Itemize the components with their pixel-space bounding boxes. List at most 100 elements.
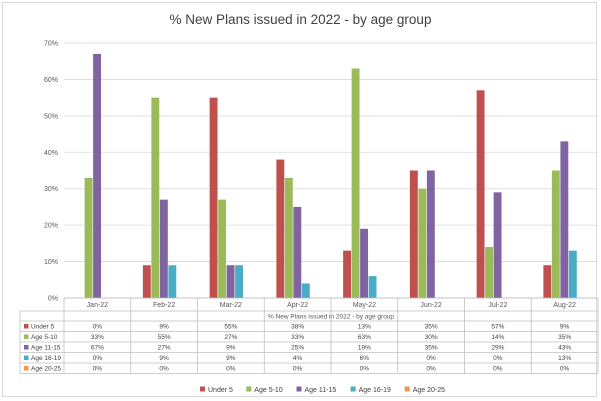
legend-swatch	[350, 386, 356, 392]
chart-title: % New Plans issued in 2022 - by age grou…	[169, 12, 432, 27]
table-cell: 55%	[224, 324, 237, 331]
table-cell: 0%	[426, 366, 436, 373]
y-tick-label: 30%	[44, 186, 58, 193]
bar	[293, 206, 302, 298]
legend-label: Age 5-10	[254, 387, 283, 394]
table-cell: 27%	[224, 334, 237, 341]
y-tick-label: 0%	[48, 296, 58, 303]
table-cell: 4%	[293, 355, 303, 362]
table-row-label: Under 5	[31, 324, 55, 331]
table-row-label: Age 16-19	[31, 355, 61, 362]
y-tick-label: 40%	[44, 150, 58, 157]
category-label: Jun-22	[420, 302, 442, 309]
bar	[351, 68, 360, 298]
table-cell: 0%	[93, 355, 103, 362]
table-cell: 55%	[158, 334, 171, 341]
bar	[343, 250, 352, 298]
y-tick-label: 20%	[44, 223, 58, 230]
bar	[226, 265, 235, 298]
table-cell: 13%	[558, 355, 571, 362]
table-row-label: Age 11-15	[31, 345, 61, 352]
table-cell: 25%	[291, 345, 304, 352]
table-cell: 6%	[360, 355, 370, 362]
legend-key	[24, 355, 29, 360]
bar	[551, 170, 560, 298]
table-cell: 57%	[491, 324, 504, 331]
table-cell: 27%	[158, 345, 171, 352]
y-tick-label: 60%	[44, 77, 58, 84]
table-cell: 0%	[93, 366, 103, 373]
table-cell: 0%	[360, 366, 370, 373]
table-cell: 38%	[291, 324, 304, 331]
legend-swatch	[296, 386, 302, 392]
table-cell: 35%	[425, 324, 438, 331]
bar	[409, 170, 418, 298]
category-label: Mar-22	[220, 302, 242, 309]
bar	[218, 199, 227, 298]
legend: Under 5 Age 5-10 Age 11-15 Age 16-19 Age 20-…	[200, 386, 445, 394]
y-tick-label: 70%	[44, 41, 58, 48]
bar	[168, 265, 177, 298]
legend-key	[24, 324, 29, 329]
category-label: Jan-22	[87, 302, 109, 309]
table-cell: 9%	[159, 355, 169, 362]
table-cell: 0%	[426, 355, 436, 362]
bar	[426, 170, 435, 298]
table-cell: 35%	[425, 345, 438, 352]
table-row-label: Age 20-25	[31, 366, 61, 373]
table-cell: 35%	[558, 334, 571, 341]
category-label: Apr-22	[287, 302, 308, 309]
legend-swatch	[404, 386, 410, 392]
bar	[159, 199, 168, 298]
table-cell: 9%	[560, 324, 570, 331]
table-cell: 0%	[493, 366, 503, 373]
bar	[493, 192, 502, 298]
bar	[235, 265, 244, 298]
bars	[84, 53, 577, 299]
category-label: Feb-22	[153, 302, 175, 309]
legend-swatch	[200, 386, 205, 392]
table-cell: 19%	[358, 345, 371, 352]
table-cell: 9%	[226, 345, 236, 352]
table-cell: 30%	[425, 334, 438, 341]
legend-swatch	[246, 386, 252, 392]
gridlines: 0% 10% 20% 30% 40% 50% 60% 70%	[44, 41, 598, 303]
table-cell: 0%	[93, 324, 103, 331]
table-cell: 13%	[358, 324, 371, 331]
table-cell: 43%	[558, 345, 571, 352]
legend-label: Age 11-15	[305, 387, 337, 394]
table-cell: 0%	[560, 366, 570, 373]
category-label: May-22	[353, 302, 376, 309]
data-table: Jan-22 Feb-22 Mar-22 Apr-22 May-22 Jun-22 Jul-…	[19, 297, 599, 374]
table-cell: 14%	[491, 334, 504, 341]
bar	[276, 159, 285, 298]
table-cell: 33%	[91, 334, 104, 341]
table-cell: 33%	[291, 334, 304, 341]
legend-key	[24, 345, 29, 350]
table-cell: 0%	[493, 355, 503, 362]
table-cell: 0%	[226, 366, 236, 373]
bar	[301, 283, 310, 298]
table-cell: 9%	[159, 324, 169, 331]
legend-key	[24, 334, 29, 339]
category-label: Jul-22	[488, 302, 507, 309]
bar	[368, 276, 377, 298]
legend-label: Under 5	[208, 387, 233, 394]
bar	[476, 90, 485, 298]
bar	[568, 250, 577, 298]
y-tick-label: 50%	[44, 113, 58, 120]
table-cell: 29%	[491, 345, 504, 352]
legend-key	[24, 366, 29, 371]
bar	[284, 177, 293, 298]
bar	[151, 97, 160, 299]
bar	[543, 265, 552, 298]
bar	[560, 141, 569, 298]
table-cell: 9%	[226, 355, 236, 362]
bar	[142, 265, 151, 298]
bar	[485, 247, 494, 298]
table-row-label: Age 5-10	[31, 334, 58, 341]
table-cell: 67%	[91, 345, 104, 352]
x-axis-title: % New Plans issued in 2022 - by age grou…	[268, 314, 394, 321]
table-cell: 0%	[159, 366, 169, 373]
